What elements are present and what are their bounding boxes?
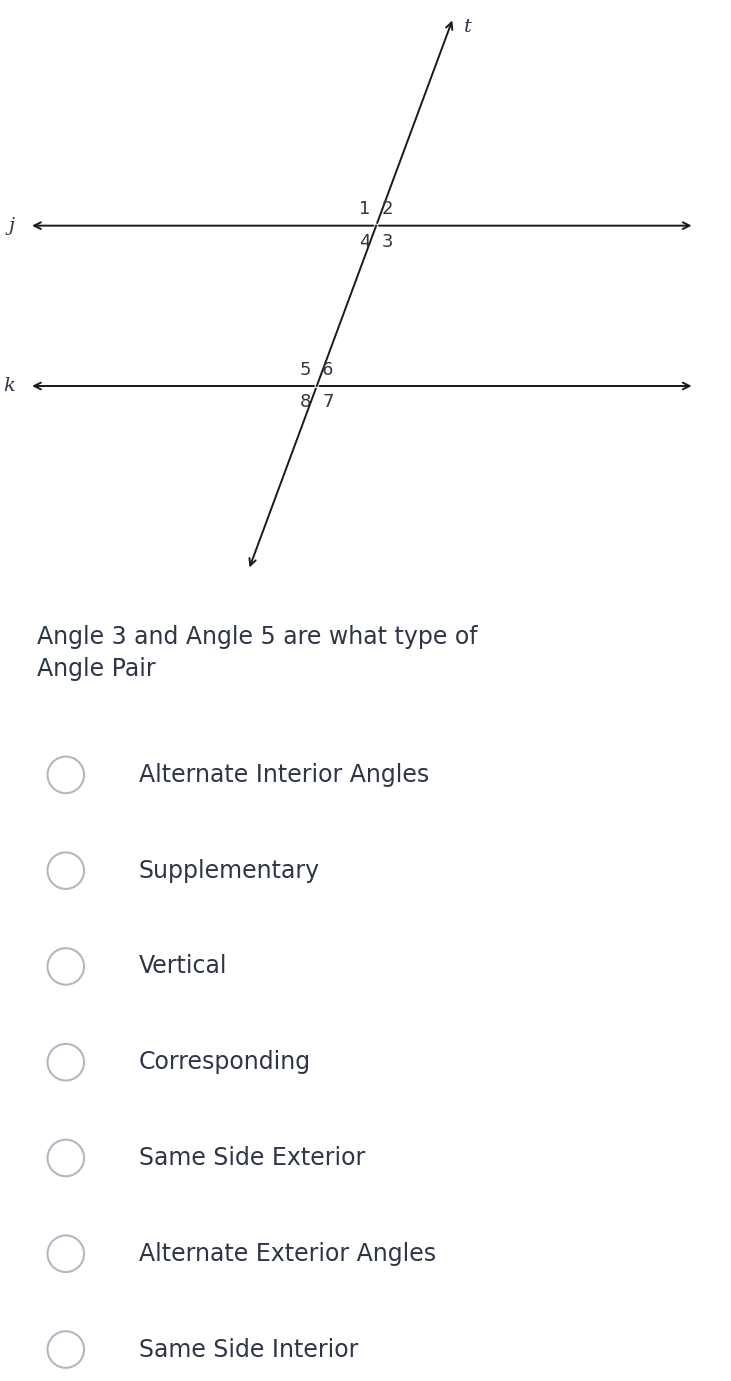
- Text: j: j: [9, 217, 15, 235]
- Text: Vertical: Vertical: [139, 954, 227, 978]
- Text: 4: 4: [359, 233, 371, 251]
- Text: Supplementary: Supplementary: [139, 859, 320, 882]
- Text: Alternate Exterior Angles: Alternate Exterior Angles: [139, 1242, 436, 1266]
- Text: Angle 3 and Angle 5 are what type of
Angle Pair: Angle 3 and Angle 5 are what type of Ang…: [37, 626, 477, 681]
- Text: k: k: [3, 377, 15, 395]
- Text: 3: 3: [382, 233, 393, 251]
- Text: 7: 7: [322, 394, 334, 412]
- Text: 2: 2: [382, 200, 393, 218]
- Text: Same Side Interior: Same Side Interior: [139, 1338, 358, 1362]
- Text: 1: 1: [360, 200, 371, 218]
- Text: t: t: [464, 18, 472, 36]
- Text: Corresponding: Corresponding: [139, 1050, 311, 1074]
- Text: Same Side Exterior: Same Side Exterior: [139, 1146, 366, 1170]
- Text: Alternate Interior Angles: Alternate Interior Angles: [139, 762, 429, 787]
- Text: 6: 6: [322, 360, 333, 378]
- Text: 8: 8: [300, 394, 311, 412]
- Text: 5: 5: [300, 360, 311, 378]
